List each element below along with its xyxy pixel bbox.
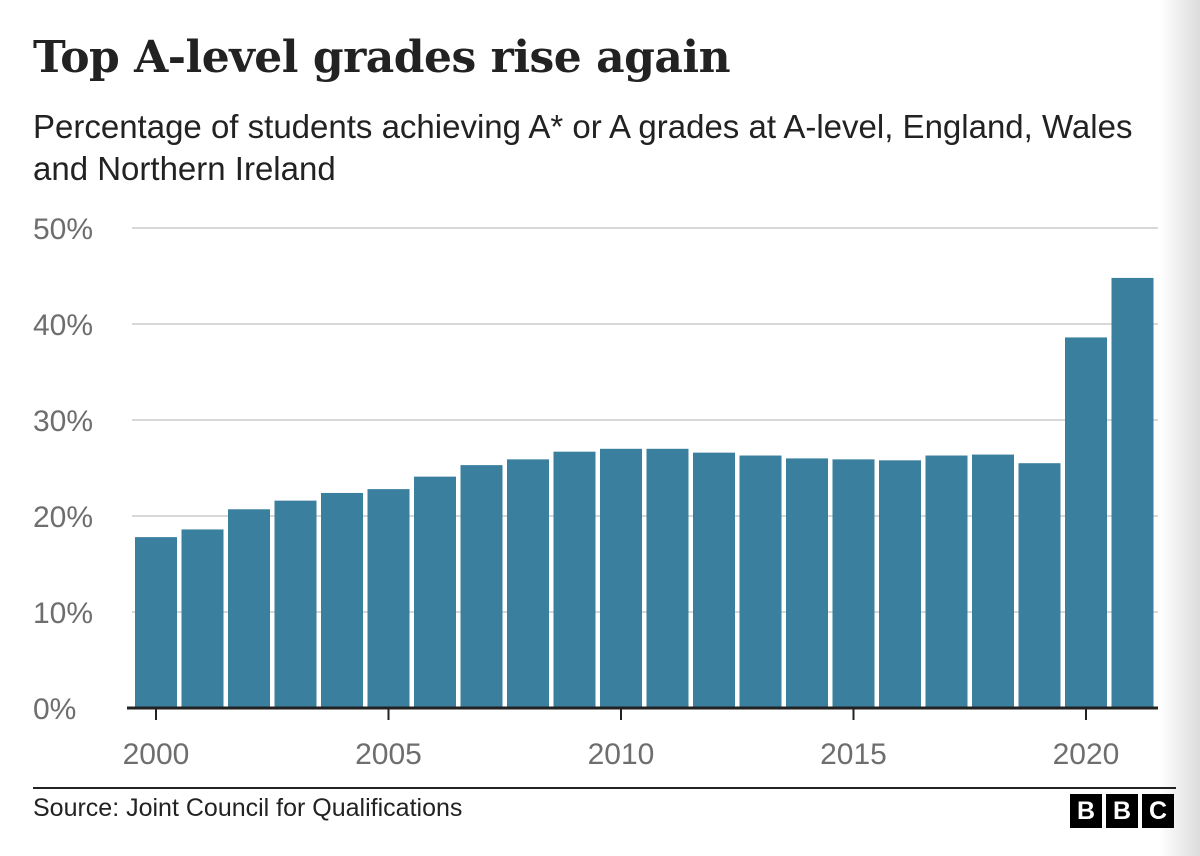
x-axis-labels: 2000 2005 2010 2015 2020 <box>123 738 1120 770</box>
bar-2004 <box>321 492 363 708</box>
footer-divider <box>33 787 1176 789</box>
y-tick-label: 40% <box>33 309 93 342</box>
y-tick-label: 50% <box>33 213 93 246</box>
bar-2006 <box>414 476 456 708</box>
y-tick-label: 0% <box>33 693 76 726</box>
bar-chart: 0% 10% 20% 30% 40% 50% 2000 2005 2010 2015 2020 <box>33 213 1158 770</box>
bar-2021 <box>1111 277 1154 708</box>
chart-title: Top A-level grades rise again <box>33 32 731 83</box>
y-axis-labels: 0% 10% 20% 30% 40% 50% <box>33 213 93 726</box>
x-tick-label: 2005 <box>355 738 422 770</box>
bar-2017 <box>925 455 968 708</box>
x-tick-label: 2010 <box>588 738 655 770</box>
bar-2013 <box>739 455 782 708</box>
bar-2005 <box>367 489 410 708</box>
bar-2009 <box>553 451 596 708</box>
bar-2000 <box>135 537 177 708</box>
bar-2012 <box>693 452 735 708</box>
bar-2003 <box>274 500 317 708</box>
page-edge-shadow <box>1160 0 1200 856</box>
bar-2002 <box>228 509 270 708</box>
bar-2018 <box>972 454 1014 708</box>
x-tick-label: 2020 <box>1053 738 1120 770</box>
logo-letter-c: C <box>1142 794 1174 828</box>
bar-2001 <box>181 529 224 708</box>
logo-letter-b2: B <box>1106 794 1138 828</box>
bars <box>135 277 1154 708</box>
bbc-logo: B B C <box>1070 794 1174 828</box>
chart-subtitle: Percentage of students achieving A* or A… <box>33 108 1133 187</box>
x-axis <box>127 706 1158 720</box>
y-tick-label: 30% <box>33 405 93 438</box>
bar-2008 <box>507 459 549 708</box>
logo-letter-b1: B <box>1070 794 1102 828</box>
bar-2019 <box>1018 463 1061 708</box>
bar-2020 <box>1065 337 1107 708</box>
x-tick-label: 2000 <box>123 738 190 770</box>
bar-2015 <box>832 459 875 708</box>
bar-2011 <box>646 448 689 708</box>
y-tick-label: 20% <box>33 501 93 534</box>
source-note: Source: Joint Council for Qualifications <box>33 794 463 822</box>
y-tick-label: 10% <box>33 597 93 630</box>
x-tick-label: 2015 <box>820 738 887 770</box>
bar-2016 <box>879 460 921 708</box>
bar-2014 <box>786 458 828 708</box>
bar-2010 <box>600 448 642 708</box>
bar-2007 <box>460 465 503 708</box>
